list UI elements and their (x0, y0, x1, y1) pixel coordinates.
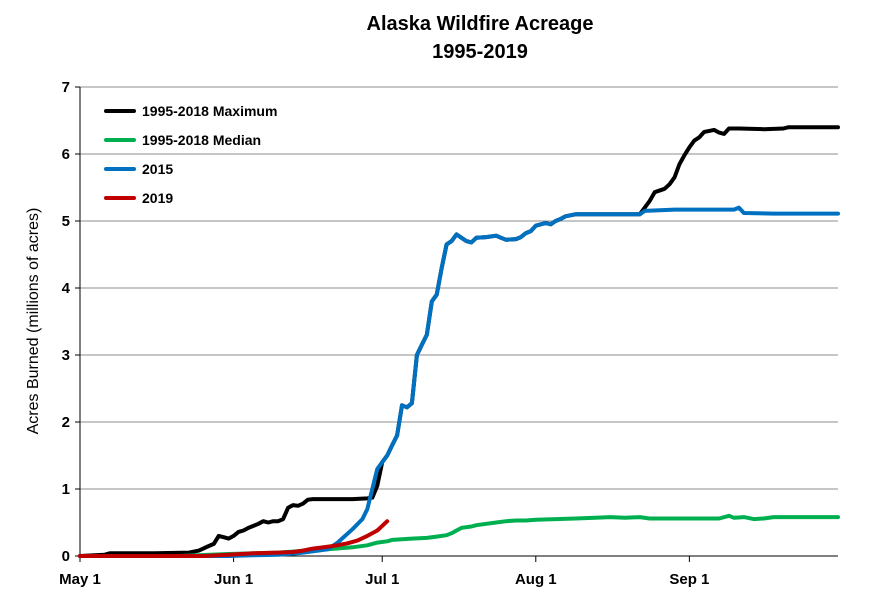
x-tick-label: May 1 (59, 571, 101, 588)
y-tick-label: 6 (62, 146, 70, 163)
series-line-2019 (78, 519, 390, 558)
legend: 1995-2018 Maximum 1995-2018 Median 2015 201… (104, 103, 277, 206)
y-tick-label: 2 (62, 414, 70, 431)
x-tick-label: Jun 1 (214, 571, 253, 588)
y-tick-label: 1 (62, 481, 70, 498)
chart-subtitle: 1995-2019 (432, 41, 528, 63)
gridlines (80, 86, 838, 490)
legend-label-2019: 2019 (142, 190, 173, 206)
legend-label-1995-2018-median: 1995-2018 Median (142, 132, 261, 148)
x-tick-label: Sep 1 (669, 571, 709, 588)
series-line-2015 (78, 205, 840, 558)
series-line-1995-2018-maximum (78, 125, 840, 558)
x-tick-label: Aug 1 (515, 571, 557, 588)
y-tick-label: 0 (62, 548, 70, 565)
chart-title: Alaska Wildfire Acreage (367, 13, 594, 35)
x-tick-label: Jul 1 (365, 571, 399, 588)
y-tick-label: 5 (62, 213, 70, 230)
y-tick-label: 7 (62, 79, 70, 96)
legend-label-1995-2018-maximum: 1995-2018 Maximum (142, 103, 277, 119)
series-lines (78, 125, 840, 558)
y-tick-label: 3 (62, 347, 70, 364)
y-tick-label: 4 (62, 280, 71, 297)
axes: 0 1 2 3 4 5 6 7 May 1 Jun 1 Jul 1 Aug 1 Sep 1 (59, 79, 838, 588)
legend-label-2015: 2015 (142, 161, 173, 177)
series-line-1995-2018-median (78, 513, 840, 558)
y-axis-label: Acres Burned (millions of acres) (25, 208, 42, 435)
